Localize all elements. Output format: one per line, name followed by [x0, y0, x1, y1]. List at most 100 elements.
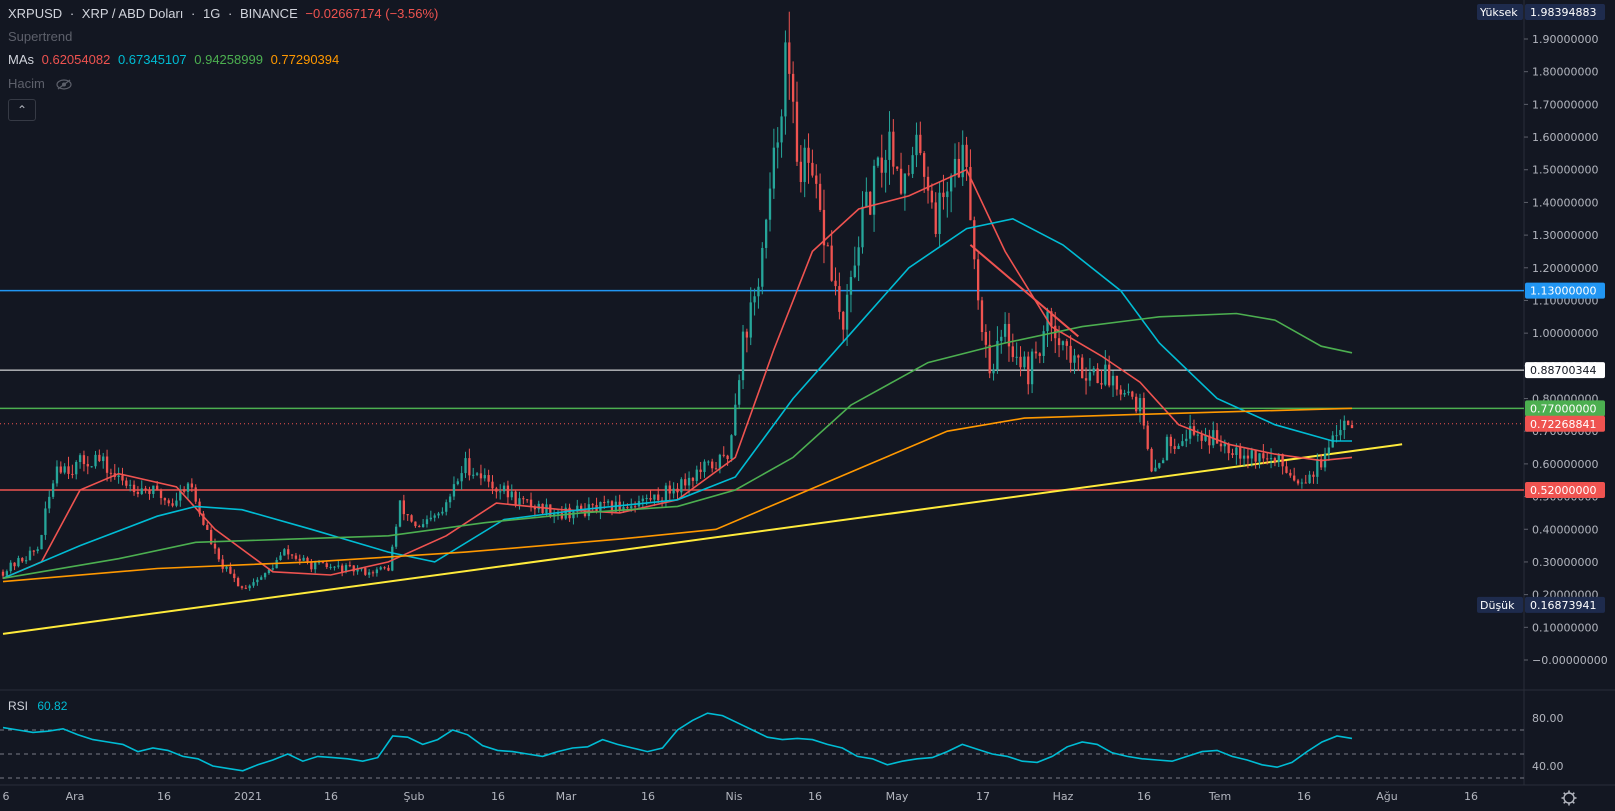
candle-body[interactable] — [919, 134, 922, 154]
candle-body[interactable] — [348, 565, 352, 567]
candle-body[interactable] — [290, 554, 294, 556]
candle-body[interactable] — [190, 483, 194, 488]
candle-body[interactable] — [803, 147, 806, 183]
candle-body[interactable] — [745, 331, 749, 338]
candle-body[interactable] — [1239, 447, 1242, 459]
symbol-ticker[interactable]: XRPUSD — [8, 6, 63, 21]
candle-body[interactable] — [1300, 482, 1304, 484]
candle-body[interactable] — [946, 191, 949, 198]
candle-body[interactable] — [853, 265, 856, 278]
candle-body[interactable] — [533, 507, 537, 510]
candle-body[interactable] — [996, 340, 999, 370]
mas-label[interactable]: MAs — [8, 52, 34, 67]
candle-body[interactable] — [5, 571, 9, 576]
candle-body[interactable] — [788, 42, 791, 74]
candle-body[interactable] — [830, 245, 833, 281]
candle-body[interactable] — [872, 165, 876, 215]
volume-label[interactable]: Hacim — [8, 76, 45, 91]
candle-body[interactable] — [491, 481, 494, 489]
candle-body[interactable] — [371, 572, 375, 574]
candle-body[interactable] — [267, 569, 271, 574]
candle-body[interactable] — [1223, 443, 1226, 447]
candle-body[interactable] — [784, 42, 787, 117]
candle-body[interactable] — [186, 483, 190, 492]
candle-body[interactable] — [468, 458, 471, 476]
candle-body[interactable] — [1185, 438, 1188, 442]
candle-body[interactable] — [456, 481, 459, 485]
candle-body[interactable] — [117, 475, 120, 477]
rsi-line[interactable] — [2, 712, 1353, 772]
candle-body[interactable] — [587, 504, 591, 517]
candle-body[interactable] — [1316, 459, 1319, 477]
candle-body[interactable] — [510, 491, 513, 498]
candle-body[interactable] — [1304, 482, 1307, 484]
resistance-price-tag[interactable]: 1.13000000 — [1525, 282, 1605, 299]
candle-body[interactable] — [321, 562, 325, 564]
candle-body[interactable] — [849, 277, 853, 295]
candle-body[interactable] — [768, 188, 772, 220]
candle-body[interactable] — [59, 466, 62, 473]
candle-body[interactable] — [102, 456, 105, 462]
candle-body[interactable] — [499, 491, 502, 493]
candle-body[interactable] — [961, 144, 964, 178]
candle-body[interactable] — [1339, 429, 1342, 436]
candle-body[interactable] — [1215, 430, 1219, 444]
candle-body[interactable] — [988, 344, 991, 374]
candle-body[interactable] — [441, 511, 444, 514]
ma-line-50[interactable] — [2, 217, 1352, 580]
candle-body[interactable] — [880, 157, 883, 173]
candle-body[interactable] — [1027, 356, 1030, 385]
candle-body[interactable] — [410, 515, 413, 522]
candle-body[interactable] — [209, 529, 213, 544]
candle-body[interactable] — [1343, 420, 1346, 430]
candle-body[interactable] — [179, 489, 182, 501]
white-level-price-tag[interactable]: 0.88700344 — [1525, 362, 1605, 379]
candle-body[interactable] — [121, 475, 124, 481]
candle-body[interactable] — [375, 569, 379, 574]
candle-body[interactable] — [923, 153, 926, 177]
candle-body[interactable] — [915, 134, 918, 156]
candle-body[interactable] — [109, 472, 113, 474]
candle-body[interactable] — [603, 502, 606, 504]
candle-body[interactable] — [67, 466, 70, 474]
candle-body[interactable] — [980, 300, 984, 333]
candle-body[interactable] — [194, 487, 197, 502]
low-price-tag[interactable]: 0.16873941 Düşük — [1477, 596, 1605, 613]
candle-body[interactable] — [402, 500, 406, 515]
candle-body[interactable] — [772, 147, 776, 189]
candle-body[interactable] — [32, 550, 35, 552]
candle-body[interactable] — [48, 496, 51, 509]
candle-body[interactable] — [757, 286, 760, 297]
candle-body[interactable] — [51, 483, 55, 497]
candle-body[interactable] — [1131, 391, 1134, 397]
candle-body[interactable] — [36, 549, 39, 552]
candle-body[interactable] — [726, 455, 729, 460]
candle-body[interactable] — [684, 479, 687, 486]
candle-body[interactable] — [140, 488, 143, 495]
candle-body[interactable] — [645, 498, 648, 500]
candle-body[interactable] — [1150, 448, 1153, 472]
candle-body[interactable] — [1335, 435, 1338, 437]
candle-body[interactable] — [953, 158, 957, 176]
candle-body[interactable] — [526, 499, 529, 501]
candle-body[interactable] — [1246, 455, 1250, 459]
candle-body[interactable] — [329, 566, 332, 568]
candle-body[interactable] — [1, 571, 5, 576]
candle-body[interactable] — [317, 562, 321, 564]
candle-body[interactable] — [394, 526, 398, 547]
candle-body[interactable] — [182, 489, 186, 492]
candle-body[interactable] — [1262, 453, 1265, 459]
candle-body[interactable] — [125, 480, 128, 486]
candle-body[interactable] — [630, 506, 633, 509]
candle-body[interactable] — [506, 485, 510, 498]
candle-body[interactable] — [236, 578, 240, 587]
candle-body[interactable] — [406, 514, 409, 516]
candle-body[interactable] — [1104, 364, 1107, 385]
candle-body[interactable] — [1285, 466, 1288, 473]
candle-body[interactable] — [761, 247, 764, 287]
candle-body[interactable] — [722, 454, 725, 456]
rsi-legend[interactable]: RSI 60.82 — [8, 699, 67, 713]
candle-body[interactable] — [930, 190, 934, 203]
candle-body[interactable] — [433, 515, 436, 518]
collapse-legend-button[interactable]: ⌃ — [8, 99, 36, 121]
